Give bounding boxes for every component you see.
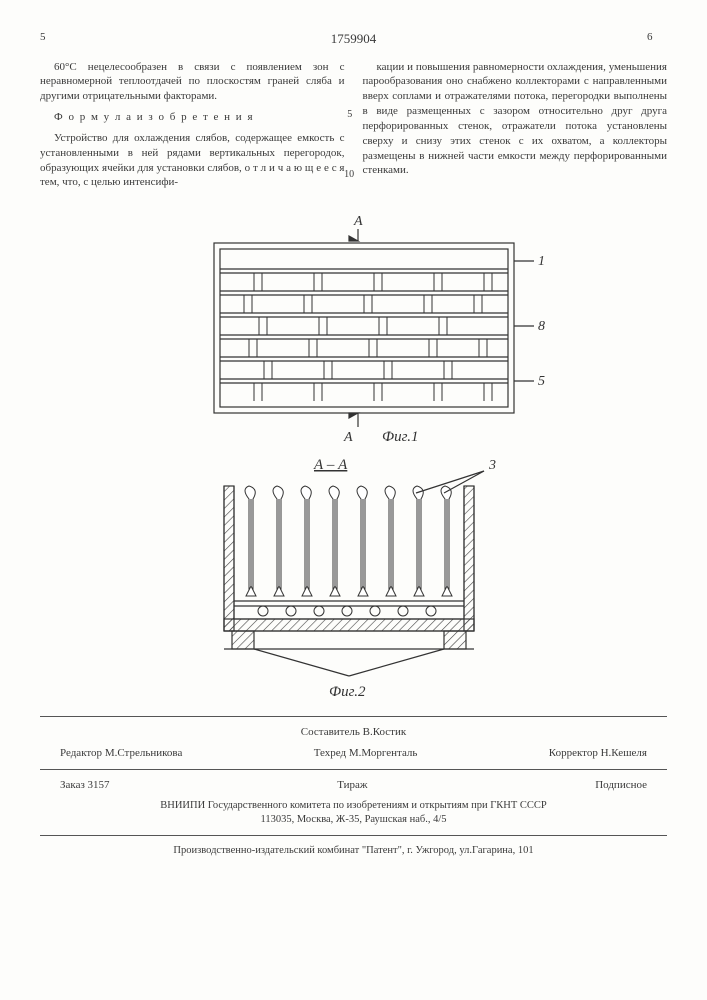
patent-number: 1759904 — [60, 30, 647, 48]
divider-2 — [40, 769, 667, 770]
tirazh: Тираж — [337, 778, 367, 793]
line-marker-10: 10 — [344, 168, 354, 182]
callout-1: 1 — [538, 254, 545, 269]
col-num-left: 5 — [40, 30, 60, 48]
order-num: Заказ 3157 — [60, 778, 110, 793]
fig1-caption: Фиг.1 — [382, 429, 418, 445]
fig2-caption: Фиг.2 — [329, 684, 366, 700]
credits-row: Редактор М.Стрельникова Техред М.Моргент… — [40, 746, 667, 761]
footer-addr1: 113035, Москва, Ж-35, Раушская наб., 4/5 — [40, 813, 667, 827]
left-column: 60°С нецелесообразен в связи с появление… — [40, 60, 345, 197]
para-left-2: Устройство для охлаждения слябов, содерж… — [40, 131, 345, 190]
right-column: кации и повышения равномерности охлажден… — [363, 60, 668, 197]
section-a-top: А — [353, 214, 363, 229]
footer-addr2: Производственно-издательский комбинат "П… — [40, 844, 667, 858]
figures-block: А — [40, 211, 667, 701]
footer-org: ВНИИПИ Государственного комитета по изоб… — [40, 799, 667, 813]
para-right-1: кации и повышения равномерности охлажден… — [363, 60, 668, 179]
text-columns: 60°С нецелесообразен в связи с появление… — [40, 60, 667, 197]
divider-1 — [40, 716, 667, 717]
subscription: Подписное — [595, 778, 647, 793]
callout-3: 3 — [488, 458, 496, 473]
corrector: Корректор Н.Кешеля — [549, 746, 647, 761]
figure-2: А – А — [154, 451, 554, 701]
callout-8: 8 — [538, 319, 545, 334]
col-num-right: 6 — [647, 30, 667, 48]
divider-3 — [40, 835, 667, 836]
page-header: 5 1759904 6 — [40, 30, 667, 48]
order-row: Заказ 3157 Тираж Подписное — [40, 778, 667, 793]
figure-1: А — [154, 211, 554, 451]
callout-5: 5 — [538, 374, 545, 389]
line-marker-5: 5 — [347, 108, 352, 122]
section-label-aa: А – А — [313, 457, 348, 473]
composer-line: Составитель В.Костик — [40, 725, 667, 740]
editor: Редактор М.Стрельникова — [60, 746, 182, 761]
section-a-bottom: А — [343, 430, 353, 445]
techred: Техред М.Моргенталь — [314, 746, 418, 761]
para-left-1: 60°С нецелесообразен в связи с появление… — [40, 60, 345, 105]
formula-title: Ф о р м у л а и з о б р е т е н и я — [40, 110, 345, 125]
